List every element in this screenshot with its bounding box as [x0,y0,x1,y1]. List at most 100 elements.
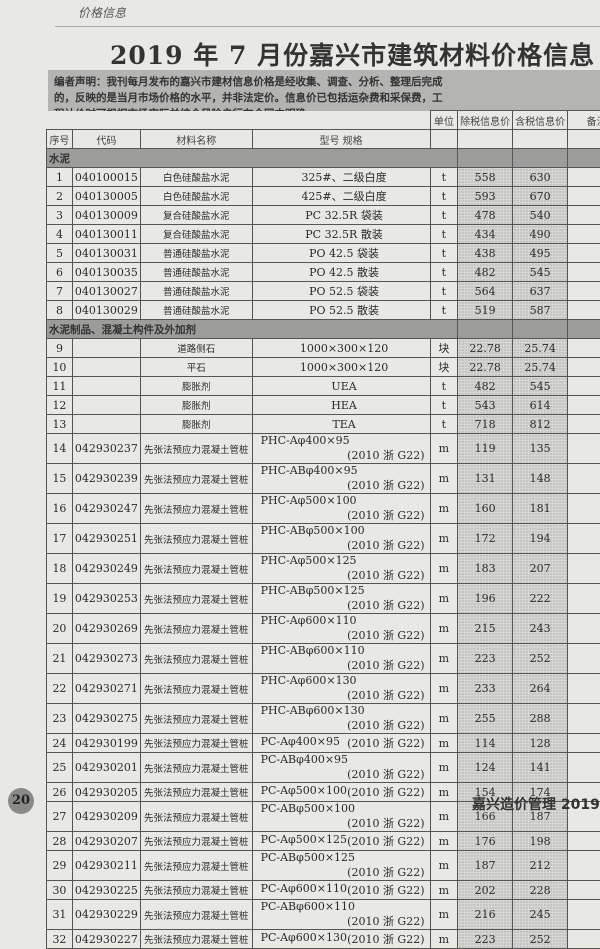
row-name: 先张法预应力混凝土管桩 [140,783,252,802]
spec-standard: (2010 浙 G22) [347,537,427,553]
publication-name: 嘉兴造价管理 2019 [472,794,600,814]
row-spec: PHC-Aφ500×100(2010 浙 G22) [252,494,430,524]
row-unit: t [430,263,458,282]
row-code: 042930269 [72,614,140,644]
row-unit: 块 [430,358,458,377]
row-no: 20 [47,614,73,644]
row-code [72,358,140,377]
row-price-ex: 718 [458,415,513,434]
row-remark [568,851,600,881]
spec-standard: (2010 浙 G22) [347,567,427,583]
row-remark [568,464,600,494]
row-remark [568,168,600,187]
row-no: 17 [47,524,73,554]
row-code: 042930251 [72,524,140,554]
row-price-ex: 119 [458,434,513,464]
row-name: 复合硅酸盐水泥 [140,225,252,244]
row-name: 先张法预应力混凝土管桩 [140,753,252,783]
spec-standard: (2010 浙 G22) [347,931,427,947]
row-unit: m [430,734,458,753]
row-price-in: 141 [513,753,568,783]
row-price-in: 540 [513,206,568,225]
row-unit: t [430,244,458,263]
row-name: 普通硅酸盐水泥 [140,301,252,320]
row-unit: t [430,206,458,225]
row-code [72,396,140,415]
spec-model: 325#、二级白度 [301,171,386,184]
row-remark [568,415,600,434]
row-price-in: 670 [513,187,568,206]
row-price-ex: 216 [458,900,513,930]
row-unit: m [430,464,458,494]
row-price-ex: 438 [458,244,513,263]
row-price-in: 181 [513,494,568,524]
row-unit: t [430,415,458,434]
row-remark [568,187,600,206]
col-price-in-cont [513,130,568,149]
remark-cell [568,149,600,168]
row-remark [568,339,600,358]
row-unit: t [430,168,458,187]
row-no: 9 [47,339,73,358]
spec-model: 1000×300×120 [300,361,388,374]
spec-model: PC 32.5R 袋装 [305,209,383,222]
col-price-ex-cont [458,130,513,149]
row-unit: m [430,704,458,734]
row-price-in: 228 [513,881,568,900]
row-remark [568,644,600,674]
row-name: 先张法预应力混凝土管桩 [140,802,252,832]
spec-standard: (2010 浙 G22) [347,627,427,643]
section-row: 水泥 [47,149,600,168]
spec-model: 425#、二级白度 [301,190,386,203]
page-title: 2019 年 7 月份嘉兴市建筑材料价格信息 [110,36,595,72]
row-name: 先张法预应力混凝土管桩 [140,644,252,674]
spec-model: PC-Aφ400×95 [261,735,340,748]
row-no: 22 [47,674,73,704]
spec-model: TEA [332,418,355,431]
spec-model: PHC-ABφ400×95 [261,464,358,477]
spec-model: PC-Aφ500×125 [261,833,347,846]
row-price-in: 135 [513,434,568,464]
row-price-in: 252 [513,644,568,674]
row-code: 040130005 [72,187,140,206]
row-price-ex: 543 [458,396,513,415]
row-name: 膨胀剂 [140,377,252,396]
row-spec: 1000×300×120 [252,358,430,377]
row-remark [568,881,600,900]
row-code: 042930201 [72,753,140,783]
spec-model: PHC-ABφ600×110 [261,644,365,657]
row-no: 6 [47,263,73,282]
row-price-in: 212 [513,851,568,881]
row-name: 先张法预应力混凝土管桩 [140,851,252,881]
row-code: 042930199 [72,734,140,753]
row-unit: m [430,494,458,524]
row-spec: PO 42.5 袋装 [252,244,430,263]
row-no: 15 [47,464,73,494]
row-price-in: 207 [513,554,568,584]
row-code: 042930273 [72,644,140,674]
row-no: 31 [47,900,73,930]
row-spec: PO 42.5 散装 [252,263,430,282]
spec-standard: (2010 浙 G22) [347,447,427,463]
spec-model: PC-ABφ400×95 [261,753,348,766]
row-no: 23 [47,704,73,734]
price-in-cell [513,320,568,339]
row-name: 先张法预应力混凝土管桩 [140,832,252,851]
row-unit: 块 [430,339,458,358]
row-price-ex: 172 [458,524,513,554]
row-name: 膨胀剂 [140,415,252,434]
row-spec: PHC-Aφ400×95(2010 浙 G22) [252,434,430,464]
row-name: 先张法预应力混凝土管桩 [140,584,252,614]
